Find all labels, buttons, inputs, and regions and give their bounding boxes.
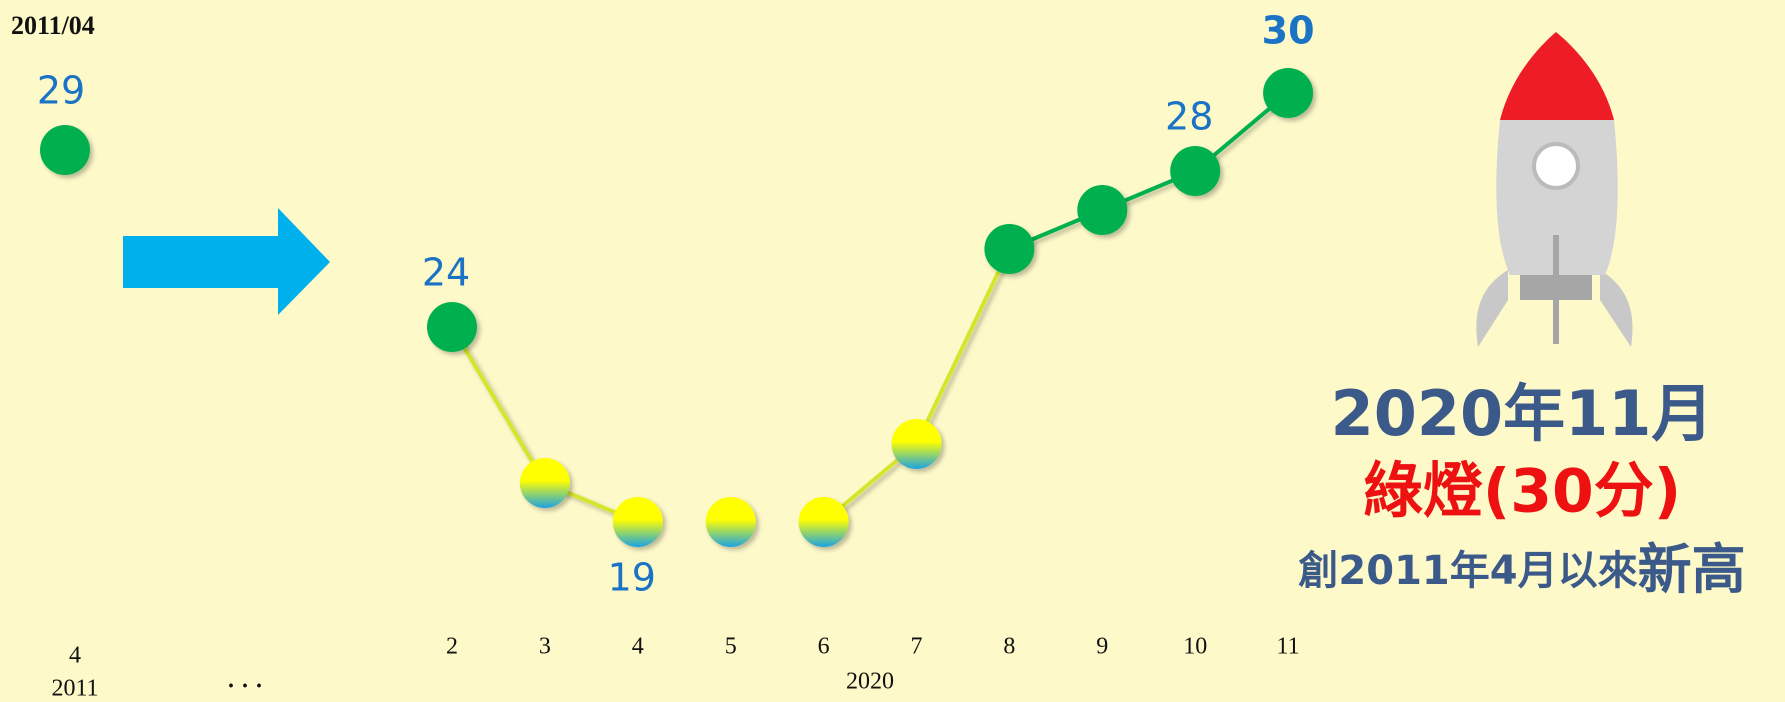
point <box>427 302 477 352</box>
point <box>1263 68 1314 118</box>
line-segment <box>450 325 547 485</box>
data-label: 30 <box>1262 9 1315 53</box>
reference-label: 2011/04 <box>11 11 95 40</box>
data-label: 29 <box>37 69 85 113</box>
x-group-label: 2011 <box>51 676 98 702</box>
data-label: 28 <box>1165 95 1213 139</box>
headline-note: 創2011年4月以來新高 <box>1298 538 1745 601</box>
x-tick-label: 5 <box>725 634 737 660</box>
point <box>798 497 849 547</box>
data-label: 24 <box>422 251 470 295</box>
point <box>519 458 570 508</box>
x-tick-label: 11 <box>1277 634 1300 660</box>
point <box>612 497 663 547</box>
note-emphasis: 新高 <box>1638 538 1746 601</box>
x-tick-label: 6 <box>818 634 830 660</box>
gap-marker: · · · <box>227 674 263 700</box>
x-tick-label: 2 <box>446 634 458 660</box>
line-series <box>450 91 1290 524</box>
rocket <box>1476 32 1633 347</box>
x-tick-label: 10 <box>1183 634 1207 660</box>
x-tick-label: 4 <box>69 643 81 669</box>
x-tick-label: 7 <box>911 634 923 660</box>
x-group-label: 2020 <box>846 669 894 695</box>
arrow <box>123 208 330 315</box>
x-tick-label: 3 <box>539 634 551 660</box>
headline-signal: 綠燈(30分) <box>1363 457 1681 527</box>
note: 創2011年4月以來 <box>1298 548 1637 594</box>
point <box>1170 146 1221 196</box>
point <box>1077 185 1128 235</box>
data-label: 19 <box>608 556 656 600</box>
point <box>40 125 90 175</box>
x-tick-label: 8 <box>1003 634 1015 660</box>
x-tick-label: 9 <box>1096 634 1108 660</box>
headline-date: 2020年11月 <box>1331 377 1714 450</box>
point <box>705 497 756 547</box>
x-tick-label: 4 <box>632 634 644 660</box>
point <box>891 419 942 469</box>
point <box>984 224 1035 274</box>
line-segment <box>914 248 1012 445</box>
